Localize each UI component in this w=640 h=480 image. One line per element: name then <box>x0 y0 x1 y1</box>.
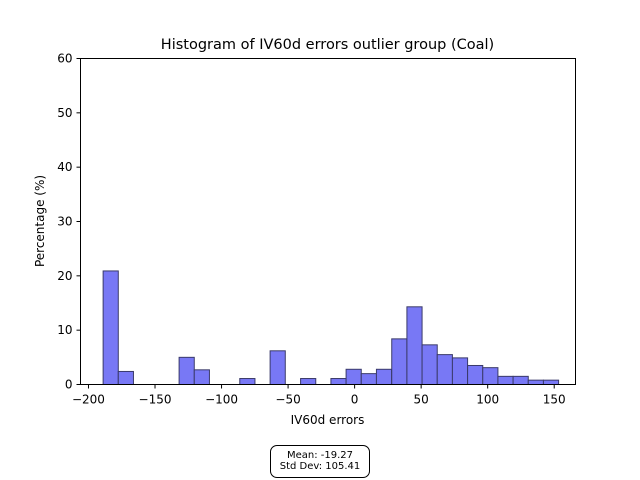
histogram-bar-10 <box>375 368 393 385</box>
y-axis-ticks: 0 10 20 30 40 50 60 <box>57 52 81 392</box>
histogram-bar-8 <box>345 368 362 385</box>
histogram-bar-9 <box>360 373 377 385</box>
x-axis-label: IV60d errors <box>291 413 365 427</box>
y-tick-label: 30 <box>57 215 72 229</box>
histogram-bar-19 <box>512 375 529 386</box>
histogram-bar-7 <box>330 378 347 386</box>
x-tick-label: −100 <box>205 393 238 407</box>
x-tick-label: −150 <box>139 393 172 407</box>
stats-mean: Mean: -19.27 <box>286 450 354 461</box>
y-tick-label: 20 <box>57 269 72 283</box>
histogram-bar-14 <box>436 354 453 386</box>
y-tick-label: 10 <box>57 323 72 337</box>
histogram-bar-17 <box>482 367 499 386</box>
y-tick-label: 0 <box>65 378 73 392</box>
x-tick-label: 100 <box>476 393 499 407</box>
histogram-bar-15 <box>451 357 469 386</box>
histogram-bar-20 <box>527 379 544 385</box>
plot-frame <box>80 58 576 385</box>
x-tick-label: 150 <box>543 393 566 407</box>
histogram-bar-2 <box>178 356 195 386</box>
histogram-bar-18 <box>497 375 514 386</box>
histogram-bar-5 <box>269 350 286 385</box>
x-tick-label: −50 <box>275 393 300 407</box>
x-tick-label: 0 <box>351 393 359 407</box>
histogram-bar-4 <box>239 378 256 386</box>
chart-title: Histogram of IV60d errors outlier group … <box>161 37 494 53</box>
y-tick-label: 50 <box>57 106 72 120</box>
histogram-bar-0 <box>102 270 119 385</box>
y-axis-label: Percentage (%) <box>33 175 47 267</box>
x-axis-ticks: −200 −150 −100 −50 0 50 100 150 <box>72 384 566 407</box>
histogram-bar-1 <box>117 370 134 385</box>
histogram-bar-6 <box>300 378 317 386</box>
bars-group <box>102 270 560 386</box>
histogram-bar-11 <box>391 338 408 385</box>
x-tick-label: 50 <box>414 393 429 407</box>
stats-std-dev: Std Dev: 105.41 <box>279 461 361 472</box>
histogram-bar-13 <box>421 344 438 386</box>
histogram-bar-21 <box>542 379 560 385</box>
histogram-bar-3 <box>193 369 210 385</box>
histogram-bar-12 <box>406 306 423 386</box>
y-tick-label: 40 <box>57 160 72 174</box>
histogram-bar-16 <box>467 364 484 386</box>
stats-box: Mean: -19.27 Std Dev: 105.41 <box>270 445 370 478</box>
y-tick-label: 60 <box>57 52 72 66</box>
x-tick-label: −200 <box>72 393 105 407</box>
